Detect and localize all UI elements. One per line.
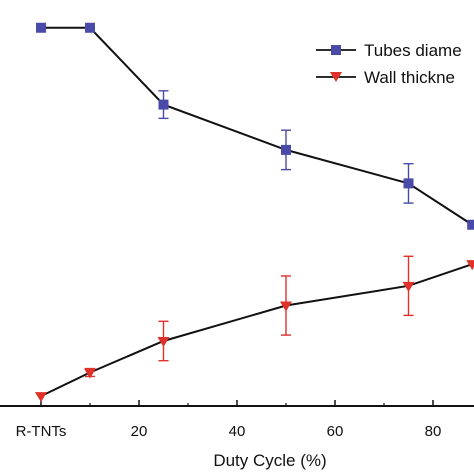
x-tick-label: 40 [229, 423, 246, 440]
data-point-triangle [157, 336, 170, 347]
legend-label-wall: Wall thickne [364, 68, 455, 87]
legend-label-tubes: Tubes diame [364, 41, 462, 60]
data-point-square [85, 22, 95, 33]
legend-marker-square-icon [331, 45, 341, 55]
data-point-triangle [280, 301, 292, 312]
series-line [40, 263, 473, 398]
series-group [35, 22, 474, 403]
x-tick-label: R-TNTs [16, 423, 67, 440]
data-point-square [403, 178, 414, 189]
legend: Tubes diame Wall thickne [316, 41, 462, 87]
data-point-triangle [466, 260, 474, 271]
series-wall-thickness [35, 255, 474, 403]
data-point-square [281, 144, 291, 155]
x-tick-label: 80 [425, 423, 442, 440]
series-line [41, 26, 473, 226]
data-point-square [158, 99, 169, 110]
data-point-square [36, 22, 46, 33]
x-axis-ticks: R-TNTs 20 40 60 80 [16, 400, 442, 440]
data-point-square [467, 219, 474, 230]
data-point-triangle [84, 368, 96, 379]
series-tubes-diameter [36, 22, 474, 230]
x-axis-title: Duty Cycle (%) [213, 451, 326, 470]
data-point-triangle [35, 392, 47, 403]
x-tick-label: 20 [131, 423, 148, 440]
x-tick-label: 60 [327, 423, 344, 440]
data-point-triangle [402, 281, 415, 292]
legend-marker-triangle-down-icon [330, 72, 342, 82]
